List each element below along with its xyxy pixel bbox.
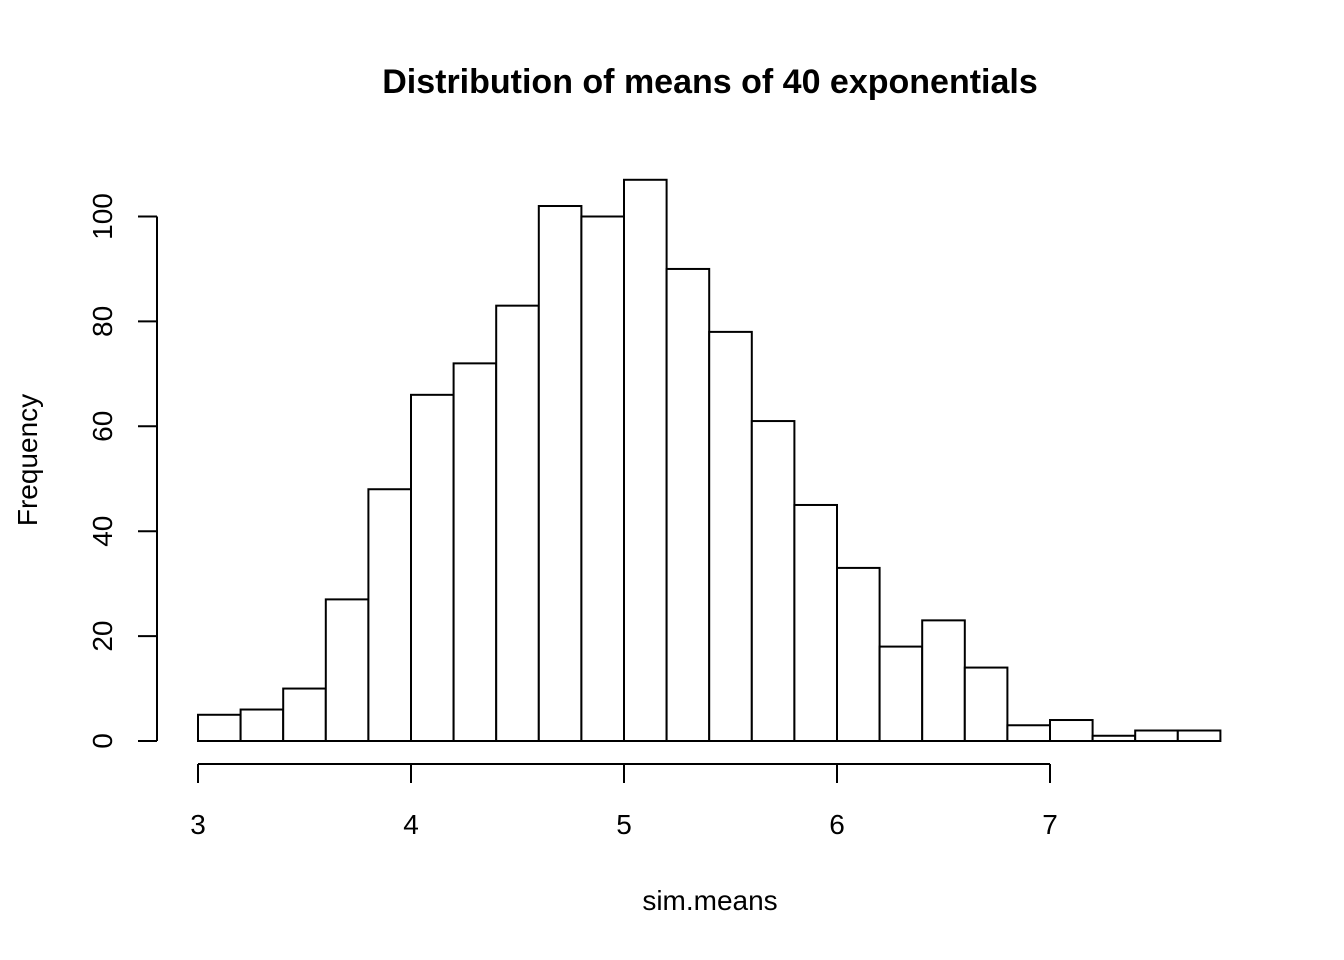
histogram-bar-15 bbox=[836, 566, 881, 742]
x-axis-label: sim.means bbox=[642, 885, 777, 916]
histogram-bar-6 bbox=[452, 362, 498, 742]
y-axis-label: Frequency bbox=[12, 394, 43, 526]
x-tick-label-4: 7 bbox=[1042, 809, 1058, 840]
x-axis: 3 4 5 6 7 bbox=[190, 763, 1058, 840]
x-tick-label-2: 5 bbox=[616, 809, 632, 840]
y-tick-label-2: 40 bbox=[87, 516, 118, 547]
x-tick-label-1: 4 bbox=[403, 809, 419, 840]
histogram-bar-21 bbox=[1091, 734, 1137, 743]
histogram-bar-1 bbox=[239, 708, 285, 743]
histogram-bar-8 bbox=[537, 205, 583, 742]
histogram-bar-18 bbox=[963, 666, 1009, 743]
y-tick-label-1: 20 bbox=[87, 621, 118, 652]
histogram-bar-23 bbox=[1176, 729, 1222, 743]
histogram-bar-19 bbox=[1006, 724, 1052, 743]
histogram-bar-10 bbox=[623, 178, 668, 743]
histogram-bar-5 bbox=[410, 393, 455, 742]
histogram-bar-3 bbox=[324, 598, 370, 743]
histogram-bar-7 bbox=[495, 304, 540, 742]
histogram-bar-12 bbox=[708, 330, 753, 742]
histogram-bar-4 bbox=[367, 488, 412, 742]
histogram-bar-11 bbox=[665, 267, 711, 742]
y-tick-label-5: 100 bbox=[87, 193, 118, 240]
y-tick-label-0: 0 bbox=[87, 733, 118, 749]
y-axis: 0 20 40 60 80 100 bbox=[87, 193, 158, 749]
bars-group bbox=[197, 178, 1222, 743]
chart-title: Distribution of means of 40 exponentials bbox=[382, 63, 1038, 101]
histogram-bar-20 bbox=[1049, 719, 1094, 743]
histogram-bar-0 bbox=[197, 713, 242, 743]
histogram-bar-16 bbox=[878, 645, 924, 743]
x-tick-label-3: 6 bbox=[829, 809, 845, 840]
histogram-bar-9 bbox=[580, 215, 626, 742]
x-tick-label-0: 3 bbox=[190, 809, 206, 840]
y-tick-label-4: 80 bbox=[87, 306, 118, 337]
histogram-bar-13 bbox=[750, 420, 796, 742]
histogram-bar-14 bbox=[793, 503, 839, 742]
histogram-bar-17 bbox=[921, 619, 966, 742]
histogram-bar-22 bbox=[1134, 729, 1179, 743]
y-tick-label-3: 60 bbox=[87, 411, 118, 442]
histogram-bar-2 bbox=[282, 687, 327, 742]
